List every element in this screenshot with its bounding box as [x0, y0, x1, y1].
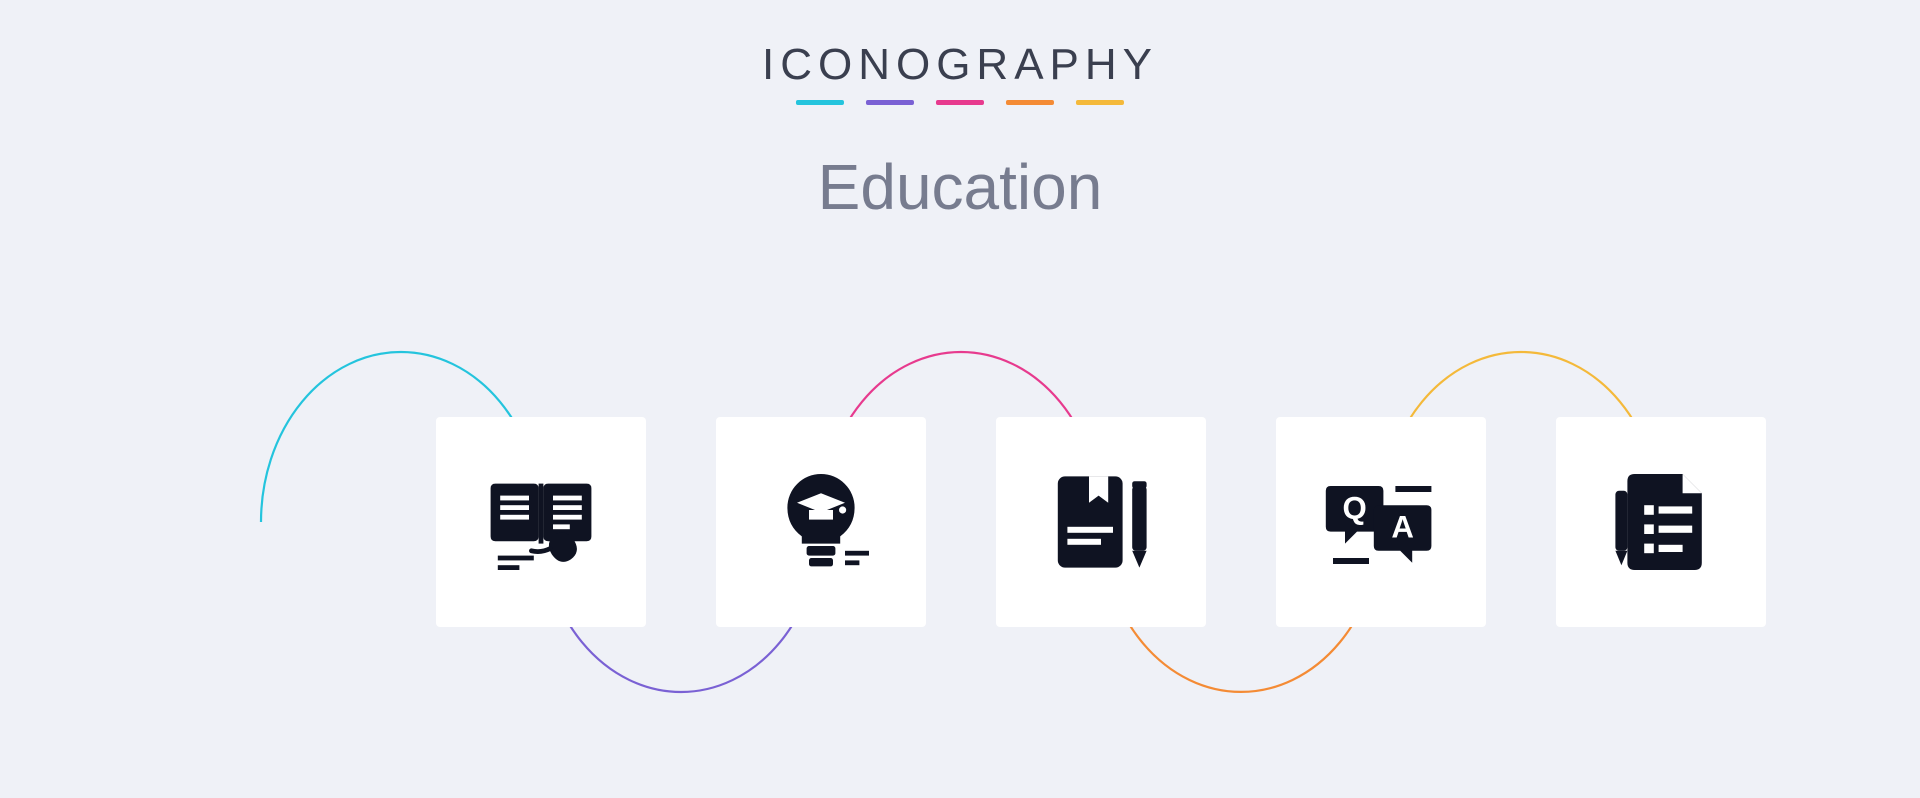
dash-orange — [1006, 100, 1054, 105]
brand-dashes — [762, 100, 1158, 105]
connector-wave — [0, 0, 1920, 798]
icon-card — [1556, 417, 1766, 627]
checklist-pen-icon — [1601, 462, 1721, 582]
canvas: ICONOGRAPHY Education — [0, 0, 1920, 798]
svg-text:A: A — [1391, 510, 1414, 545]
qa-chat-icon: Q A — [1321, 462, 1441, 582]
dash-purple — [866, 100, 914, 105]
svg-text:Q: Q — [1342, 490, 1366, 525]
dash-cyan — [796, 100, 844, 105]
brand-block: ICONOGRAPHY — [762, 40, 1158, 105]
icon-card: Q A — [1276, 417, 1486, 627]
icon-card — [716, 417, 926, 627]
dash-magenta — [936, 100, 984, 105]
icon-card — [436, 417, 646, 627]
notebook-pencil-icon — [1041, 462, 1161, 582]
brand-word: ICONOGRAPHY — [762, 40, 1158, 90]
idea-cap-icon — [761, 462, 881, 582]
dash-yellow — [1076, 100, 1124, 105]
ebook-mouse-icon — [481, 462, 601, 582]
icon-card — [996, 417, 1206, 627]
page-title: Education — [818, 150, 1103, 224]
